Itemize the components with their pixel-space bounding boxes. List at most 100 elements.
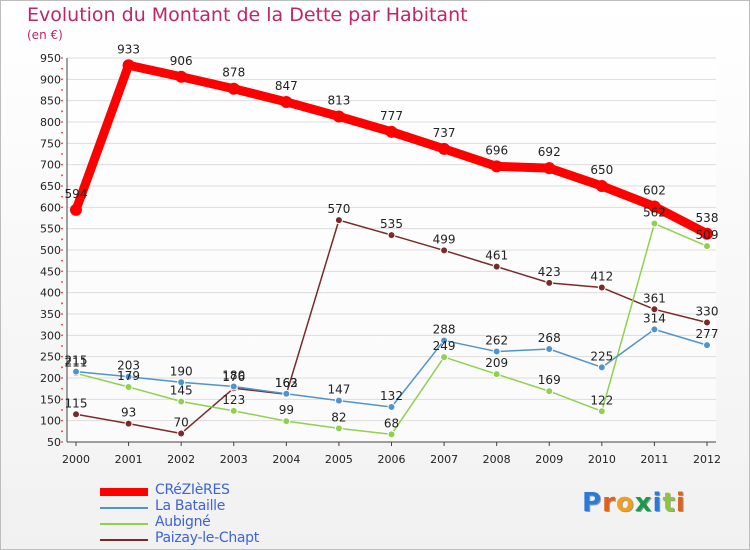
data-point <box>597 407 606 416</box>
data-label: 93 <box>121 406 136 420</box>
y-minor-tick <box>61 238 63 241</box>
data-label: 423 <box>538 265 561 279</box>
x-tick-label: 2000 <box>62 453 90 466</box>
legend-swatch <box>100 539 148 541</box>
data-label: 412 <box>590 270 613 284</box>
data-label: 361 <box>643 291 666 305</box>
legend-label: La Bataille <box>155 498 226 514</box>
logo-letter: i <box>652 488 663 518</box>
logo-letter: o <box>615 488 635 518</box>
x-tick-label: 2009 <box>535 453 563 466</box>
logo-letter: t <box>662 488 676 518</box>
y-minor-tick <box>61 441 63 443</box>
x-tick-label: 2008 <box>483 453 511 466</box>
data-label: 330 <box>696 305 719 319</box>
y-tick-label: 400 <box>40 287 61 300</box>
y-minor-tick <box>61 313 63 315</box>
y-minor-tick <box>61 345 63 347</box>
data-label: 147 <box>327 383 350 397</box>
data-label: 906 <box>170 54 193 68</box>
y-tick-label: 750 <box>40 137 61 150</box>
data-point <box>177 397 186 406</box>
y-tick-label: 500 <box>40 244 61 257</box>
legend-swatch <box>100 507 148 509</box>
logo-letter: r <box>602 488 616 518</box>
x-tick-label: 2011 <box>640 453 668 466</box>
y-minor-tick <box>61 110 63 113</box>
data-point <box>387 430 396 439</box>
y-minor-tick <box>61 67 63 70</box>
data-point <box>545 344 554 353</box>
data-point <box>597 363 606 372</box>
y-tick-label: 900 <box>40 73 61 86</box>
data-label: 163 <box>275 376 298 390</box>
x-tick-label: 2002 <box>167 453 195 466</box>
data-label: 180 <box>222 369 245 383</box>
data-label: 737 <box>433 126 456 140</box>
data-label: 249 <box>433 339 456 353</box>
y-minor-tick <box>61 366 63 369</box>
data-label: 570 <box>327 202 350 216</box>
y-tick-label: 850 <box>40 95 61 108</box>
y-minor-tick <box>61 270 63 273</box>
data-point <box>334 396 343 405</box>
data-label: 535 <box>380 217 403 231</box>
y-minor-tick <box>61 217 63 219</box>
data-label: 602 <box>643 183 666 197</box>
data-label: 115 <box>65 396 88 410</box>
data-label: 813 <box>327 93 350 107</box>
data-point <box>595 180 608 192</box>
x-tick-label: 2012 <box>693 453 721 466</box>
legend-label: Aubigné <box>155 514 211 530</box>
data-point <box>72 367 80 376</box>
y-minor-tick <box>61 430 63 433</box>
data-label: 933 <box>117 42 140 56</box>
data-label: 509 <box>696 228 719 242</box>
y-tick-label: 50 <box>47 436 61 449</box>
data-label: 176 <box>222 370 245 384</box>
data-label: 562 <box>643 206 666 220</box>
data-label: 99 <box>279 403 294 417</box>
data-label: 132 <box>380 389 403 403</box>
data-label: 277 <box>696 327 719 341</box>
data-label: 211 <box>65 355 88 369</box>
data-label: 162 <box>275 376 298 390</box>
legend-label: CRéZIèRES <box>155 482 230 498</box>
data-point <box>440 336 449 345</box>
data-point <box>703 341 711 350</box>
data-label: 314 <box>643 311 666 325</box>
y-minor-tick <box>61 291 63 294</box>
data-point <box>545 278 554 287</box>
y-minor-tick <box>61 174 63 177</box>
y-minor-tick <box>61 355 63 358</box>
data-point <box>543 162 556 175</box>
y-minor-tick <box>61 387 63 390</box>
y-minor-tick <box>61 302 63 305</box>
data-label: 594 <box>65 187 88 201</box>
data-point <box>122 59 135 72</box>
y-minor-tick <box>61 99 63 102</box>
y-minor-tick <box>61 419 63 422</box>
data-point <box>280 95 293 108</box>
y-minor-tick <box>61 377 63 379</box>
data-point <box>440 353 449 362</box>
data-label: 225 <box>590 349 613 363</box>
x-tick-label: 2007 <box>430 453 458 466</box>
data-point <box>385 125 398 138</box>
data-label: 878 <box>222 66 245 80</box>
data-label: 692 <box>538 145 561 159</box>
y-minor-tick <box>61 131 63 134</box>
data-label: 777 <box>380 109 403 123</box>
x-tick-label: 2006 <box>378 453 406 466</box>
chart-subtitle: (en €) <box>27 28 63 42</box>
data-point <box>650 305 659 314</box>
legend-swatch <box>100 488 148 496</box>
data-point <box>492 347 501 356</box>
legend-swatch <box>100 523 148 525</box>
data-label: 650 <box>590 163 613 177</box>
y-minor-tick <box>61 195 63 198</box>
data-point <box>175 70 188 83</box>
legend-label: Paizay-le-Chapt <box>155 530 259 546</box>
data-point <box>701 227 713 240</box>
